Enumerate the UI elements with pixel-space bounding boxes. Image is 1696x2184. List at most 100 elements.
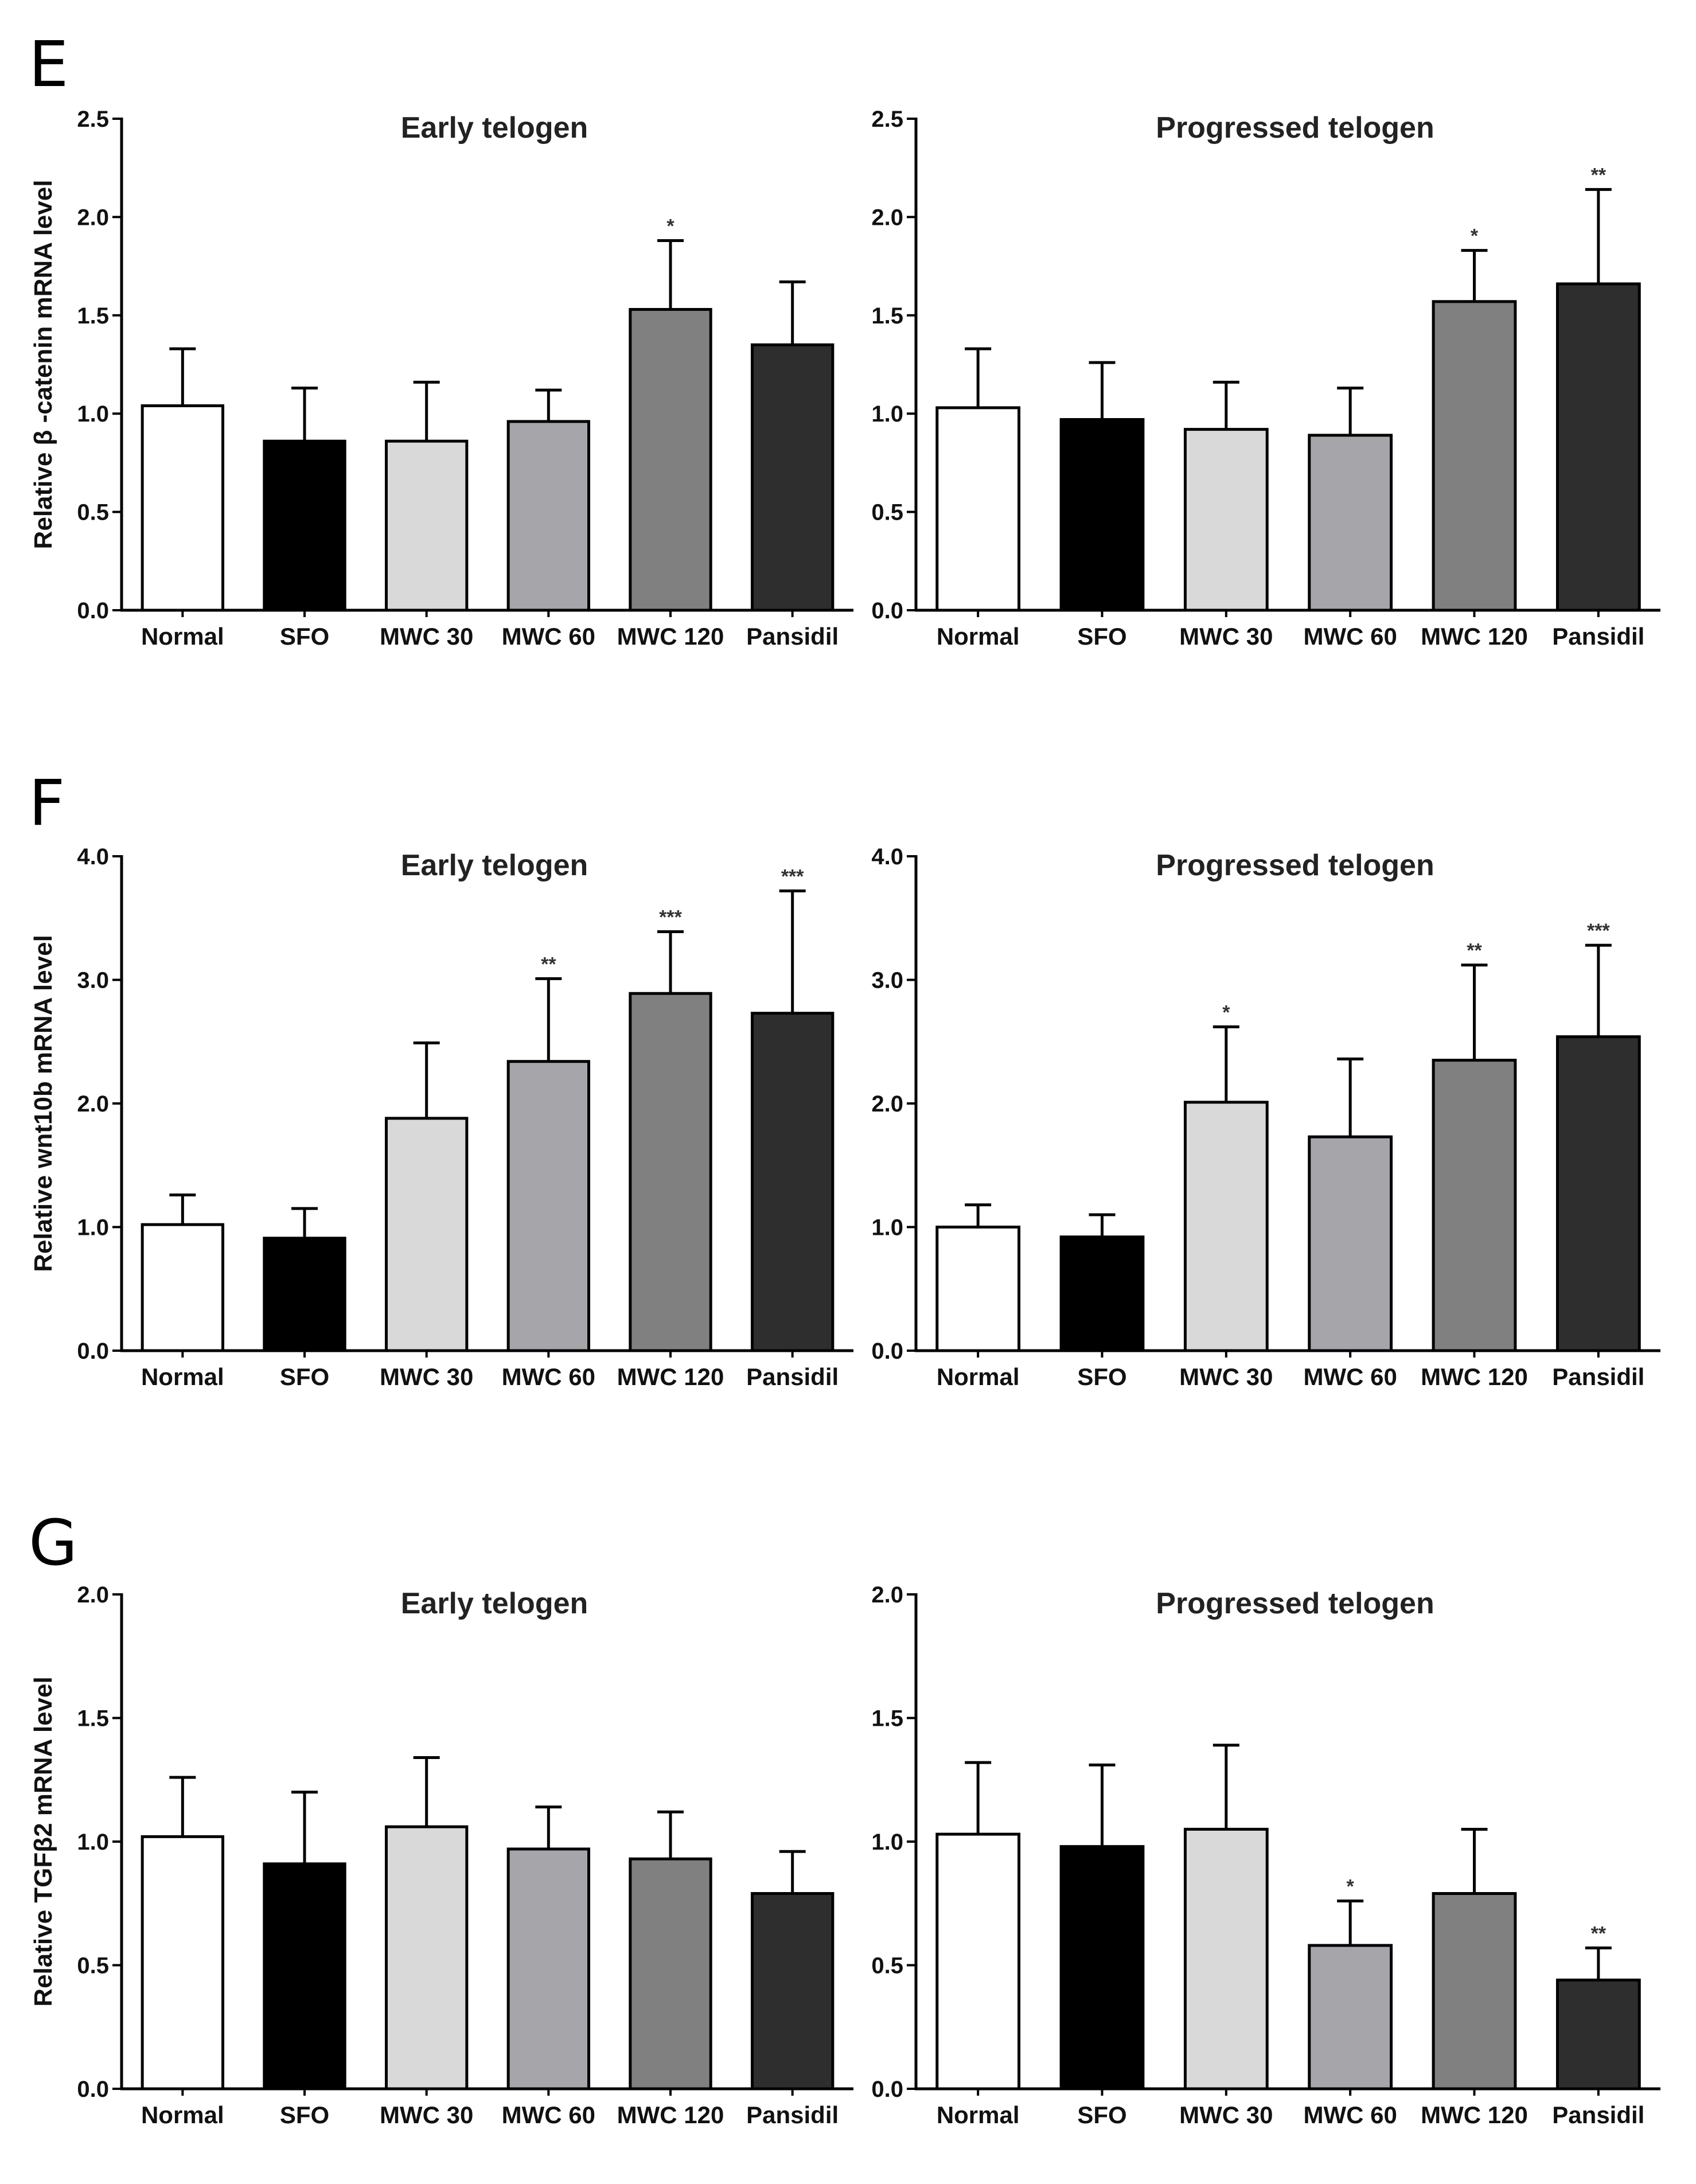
bar-mwc-30 bbox=[1183, 1101, 1269, 1352]
x-tick-label: MWC 30 bbox=[380, 1363, 473, 1390]
x-tick-label: MWC 120 bbox=[1421, 623, 1528, 650]
y-tick-label: 1.5 bbox=[871, 1706, 903, 1731]
x-tick-label: MWC 30 bbox=[1179, 623, 1273, 650]
y-tick-label: 0.5 bbox=[871, 1953, 903, 1979]
x-tick-label: Normal bbox=[937, 1363, 1020, 1390]
bar-mwc-120 bbox=[1432, 1892, 1517, 2091]
chart-title: Progressed telogen bbox=[1156, 1587, 1434, 1620]
x-tick-label: SFO bbox=[280, 623, 329, 650]
y-tick-label: 2.0 bbox=[77, 1091, 109, 1117]
y-tick-label: 2.5 bbox=[871, 107, 903, 132]
bar-pansidil bbox=[1555, 1978, 1641, 2091]
y-tick-label: 1.5 bbox=[871, 303, 903, 329]
y-axis-label: Relative wnt10b mRNA level bbox=[29, 935, 57, 1272]
x-tick-label: MWC 120 bbox=[1421, 1363, 1528, 1390]
y-tick-label: 0.0 bbox=[871, 2077, 903, 2102]
significance-label: * bbox=[1347, 1875, 1355, 1897]
bar-sfo bbox=[263, 1237, 346, 1352]
chart-5: G Early telogen Relative TGFβ2 mRNA level 0… bbox=[29, 1506, 853, 2128]
bar-sfo bbox=[263, 439, 346, 612]
bar-sfo bbox=[1059, 1845, 1145, 2091]
chart-title: Progressed telogen bbox=[1156, 111, 1434, 145]
y-tick-label: 2.0 bbox=[871, 1582, 903, 1608]
x-tick-label: MWC 60 bbox=[1303, 1363, 1397, 1390]
bar-sfo bbox=[1059, 418, 1145, 612]
y-tick-label: 4.0 bbox=[77, 844, 109, 869]
y-tick-label: 2.0 bbox=[77, 205, 109, 230]
x-tick-label: Pansidil bbox=[746, 1363, 839, 1390]
significance-label: ** bbox=[541, 953, 556, 975]
bar-mwc-30 bbox=[1183, 428, 1269, 612]
y-tick-label: 1.0 bbox=[77, 1215, 109, 1241]
x-tick-label: Pansidil bbox=[1552, 2101, 1644, 2128]
panel-letter: E bbox=[29, 28, 69, 101]
chart-title: Early telogen bbox=[401, 1587, 588, 1620]
bar-normal bbox=[935, 406, 1021, 612]
y-tick-label: 3.0 bbox=[77, 968, 109, 993]
significance-label: * bbox=[666, 216, 674, 237]
x-tick-label: Normal bbox=[141, 1363, 224, 1390]
x-tick-label: SFO bbox=[1077, 623, 1126, 650]
x-tick-label: Normal bbox=[937, 2101, 1020, 2128]
x-tick-label: MWC 60 bbox=[502, 2101, 595, 2128]
x-tick-label: MWC 30 bbox=[1179, 1363, 1273, 1390]
bar-mwc-120 bbox=[629, 308, 712, 612]
x-tick-label: MWC 60 bbox=[502, 623, 595, 650]
x-tick-label: MWC 30 bbox=[1179, 2101, 1273, 2128]
y-tick-label: 0.0 bbox=[871, 1339, 903, 1364]
x-tick-label: MWC 60 bbox=[1303, 2101, 1397, 2128]
bar-mwc-60 bbox=[506, 420, 591, 612]
chart-6: Progressed telogen 0.0 0.5 1.0 1.5 2.0 Normal S… bbox=[871, 1582, 1660, 2128]
bar-mwc-120 bbox=[1432, 300, 1517, 612]
x-tick-label: MWC 120 bbox=[1421, 2101, 1528, 2128]
bar-normal bbox=[141, 1835, 225, 2091]
bar-mwc-120 bbox=[1432, 1059, 1517, 1352]
y-tick-label: 2.0 bbox=[77, 1582, 109, 1608]
x-tick-label: Pansidil bbox=[1552, 623, 1644, 650]
bar-mwc-120 bbox=[629, 1857, 712, 2091]
bar-mwc-60 bbox=[506, 1847, 591, 2091]
x-tick-label: Pansidil bbox=[746, 623, 839, 650]
x-tick-label: MWC 60 bbox=[1303, 623, 1397, 650]
y-tick-label: 0.0 bbox=[77, 2077, 109, 2102]
y-tick-label: 1.0 bbox=[77, 1830, 109, 1855]
chart-title: Early telogen bbox=[401, 849, 588, 882]
x-tick-label: MWC 120 bbox=[617, 1363, 724, 1390]
bar-mwc-30 bbox=[1183, 1827, 1269, 2091]
bar-mwc-120 bbox=[629, 992, 712, 1352]
bar-normal bbox=[141, 404, 225, 612]
bar-mwc-60 bbox=[1308, 1135, 1393, 1352]
x-tick-label: MWC 30 bbox=[380, 623, 473, 650]
x-tick-label: Normal bbox=[141, 623, 224, 650]
significance-label: * bbox=[1471, 225, 1479, 247]
chart-4: Progressed telogen 0.0 1.0 2.0 3.0 4.0 Normal S… bbox=[871, 844, 1660, 1390]
y-tick-label: 1.5 bbox=[77, 303, 109, 329]
x-tick-label: SFO bbox=[280, 1363, 329, 1390]
y-axis-label: Relative β -catenin mRNA level bbox=[29, 180, 57, 549]
y-tick-label: 1.0 bbox=[77, 401, 109, 427]
significance-label: ** bbox=[1591, 164, 1607, 186]
y-tick-label: 0.5 bbox=[871, 500, 903, 525]
y-tick-label: 0.0 bbox=[871, 598, 903, 623]
y-tick-label: 2.5 bbox=[77, 107, 109, 132]
significance-label: * bbox=[1222, 1001, 1230, 1023]
y-tick-label: 2.0 bbox=[871, 205, 903, 230]
bar-mwc-60 bbox=[506, 1060, 591, 1352]
bar-normal bbox=[935, 1832, 1021, 2091]
chart-1: E Early telogen Relative β -catenin mRNA l… bbox=[29, 28, 853, 650]
significance-label: *** bbox=[1587, 920, 1610, 942]
x-tick-label: Pansidil bbox=[1552, 1363, 1644, 1390]
bar-pansidil bbox=[750, 1892, 835, 2091]
y-tick-label: 1.0 bbox=[871, 1215, 903, 1241]
bar-sfo bbox=[263, 1862, 346, 2091]
y-tick-label: 1.0 bbox=[871, 401, 903, 427]
bar-mwc-60 bbox=[1308, 1944, 1393, 2091]
bar-sfo bbox=[1059, 1235, 1145, 1352]
bar-normal bbox=[141, 1223, 225, 1352]
bar-mwc-30 bbox=[384, 1117, 469, 1352]
bar-pansidil bbox=[1555, 1035, 1641, 1352]
bar-mwc-30 bbox=[384, 1825, 469, 2091]
panel-letter: F bbox=[29, 766, 65, 840]
significance-label: *** bbox=[781, 865, 804, 887]
